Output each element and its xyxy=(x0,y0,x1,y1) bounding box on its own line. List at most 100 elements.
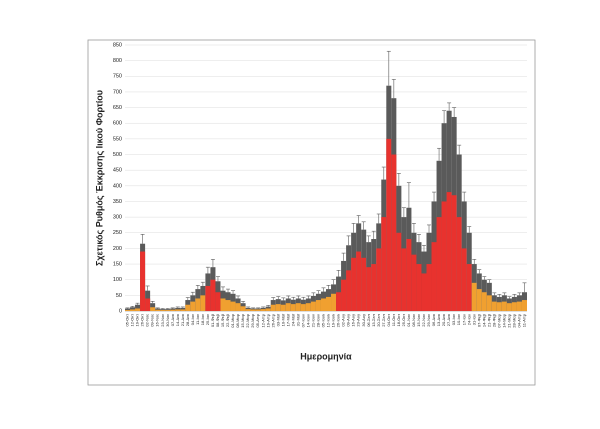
x-axis-title: Ημερομηνία xyxy=(300,351,352,361)
error-bar xyxy=(437,147,442,161)
error-bar xyxy=(462,191,467,202)
upper-bar xyxy=(150,303,156,311)
x-tick-label: 05-Απρ xyxy=(255,313,260,327)
bar xyxy=(371,264,377,311)
x-tick-label: 19-Οκτ xyxy=(135,314,140,327)
upper-bar xyxy=(135,304,141,311)
x-tick-label: 28-Φεβ xyxy=(491,313,496,327)
error-bar xyxy=(361,221,366,230)
bar xyxy=(170,309,176,311)
error-bar xyxy=(266,305,271,307)
bar xyxy=(220,298,226,311)
bar xyxy=(331,293,337,311)
bar xyxy=(421,273,427,311)
error-bar xyxy=(517,292,522,296)
x-tick-label: 03-Μαϊ xyxy=(275,314,280,326)
x-tick-label: 15-Νοε xyxy=(416,314,421,327)
bar xyxy=(461,248,467,311)
y-tick-label: 150 xyxy=(113,262,122,268)
x-tick-label: 27-Δεκ xyxy=(446,314,451,326)
bar xyxy=(295,303,301,311)
error-bar xyxy=(356,215,361,224)
bar xyxy=(351,257,357,311)
bar xyxy=(501,301,507,311)
error-bar xyxy=(170,307,175,309)
error-bar xyxy=(145,285,150,291)
bar xyxy=(200,295,206,311)
x-tick-label: 09-Αυγ xyxy=(346,314,351,327)
y-tick-label: 200 xyxy=(113,246,122,252)
error-bar xyxy=(296,295,301,299)
error-bar xyxy=(502,292,507,296)
bar xyxy=(245,309,251,311)
x-tick-label: 19-Απρ xyxy=(265,313,270,327)
error-bar xyxy=(220,286,225,291)
bar xyxy=(356,251,362,311)
y-tick-label: 350 xyxy=(113,199,122,205)
bar xyxy=(491,301,497,311)
x-tick-label: 14-Δεκ xyxy=(175,314,180,326)
y-tick-label: 700 xyxy=(113,89,122,95)
error-bar xyxy=(276,296,281,300)
y-tick-label: 300 xyxy=(113,215,122,221)
x-tick-label: 17-Μαϊ xyxy=(285,314,290,326)
bar xyxy=(346,270,352,311)
bar xyxy=(125,310,131,311)
bar xyxy=(185,304,191,311)
bar xyxy=(391,154,397,311)
error-bar xyxy=(306,295,311,299)
x-tick-label: 05-Οκτ xyxy=(125,314,130,327)
bar xyxy=(506,303,512,311)
x-tick-label: 24-Μαϊ xyxy=(290,314,295,326)
x-tick-label: 18-Ιαν xyxy=(200,314,205,325)
x-tick-label: 11-Απρ xyxy=(522,313,527,327)
x-tick-label: 21-Μαρ xyxy=(506,313,511,327)
x-tick-label: 14-Μαρ xyxy=(501,313,506,327)
error-bar xyxy=(195,285,200,290)
x-tick-label: 12-Ιουλ xyxy=(326,314,331,327)
bar xyxy=(446,192,452,311)
bar xyxy=(361,257,367,311)
error-bar xyxy=(231,290,236,294)
y-tick-label: 400 xyxy=(113,183,122,189)
x-tick-label: 23-Αυγ xyxy=(356,314,361,327)
error-bar xyxy=(371,230,376,240)
bar xyxy=(160,310,166,311)
bar xyxy=(456,217,462,311)
x-tick-label: 06-Σεπ xyxy=(366,314,371,327)
bar xyxy=(411,254,417,311)
error-bar xyxy=(190,291,195,296)
bar xyxy=(305,303,311,311)
y-tick-label: 650 xyxy=(113,105,122,111)
error-bar xyxy=(421,244,426,252)
error-bar xyxy=(200,281,205,286)
error-bar xyxy=(351,223,356,233)
x-tick-label: 16-Νοε xyxy=(155,314,160,327)
bar xyxy=(260,309,266,311)
x-tick-label: 12-Οκτ xyxy=(130,314,135,327)
x-tick-label: 07-Φεβ xyxy=(476,313,481,327)
bar xyxy=(451,195,457,311)
bar xyxy=(326,296,332,311)
x-tick-label: 10-Μαϊ xyxy=(280,314,285,326)
bar xyxy=(386,138,392,311)
error-bar xyxy=(331,279,336,285)
x-tick-label: 17-Ιαν xyxy=(461,314,466,325)
x-tick-label: 19-Ιουλ xyxy=(331,314,336,327)
bar xyxy=(275,304,281,311)
y-tick-label: 550 xyxy=(113,136,122,142)
bar xyxy=(235,303,241,311)
error-bar xyxy=(241,300,246,304)
y-tick-label: 600 xyxy=(113,121,122,127)
bar xyxy=(150,307,156,311)
error-bar xyxy=(366,235,371,243)
upper-bar xyxy=(160,309,166,311)
y-tick-label: 800 xyxy=(113,58,122,64)
x-tick-label: 01-Φεβ xyxy=(210,313,215,327)
bar xyxy=(381,217,387,311)
bar xyxy=(145,298,151,311)
bar xyxy=(130,309,136,311)
error-bar xyxy=(316,290,321,294)
